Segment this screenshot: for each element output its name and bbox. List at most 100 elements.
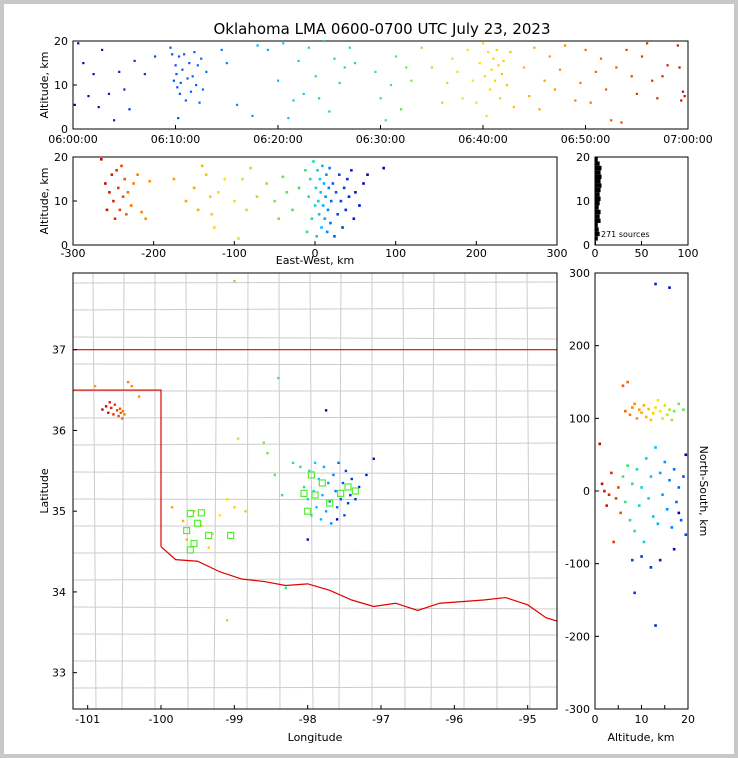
altitude-ns-point bbox=[677, 511, 681, 515]
county-line bbox=[213, 273, 218, 709]
time-altitude-point bbox=[343, 66, 346, 69]
ew-altitude-point bbox=[100, 158, 103, 161]
ew-altitude-point bbox=[277, 217, 281, 220]
time-altitude-point bbox=[307, 46, 310, 49]
hist-bar bbox=[595, 192, 600, 197]
hist-bar bbox=[595, 161, 600, 166]
hist-tick-label: 50 bbox=[635, 247, 649, 260]
time-altitude-point bbox=[446, 81, 449, 84]
county-line bbox=[73, 363, 557, 366]
plan-view-point bbox=[330, 522, 333, 525]
ew-altitude-point bbox=[200, 164, 204, 168]
altitude-ns-point bbox=[654, 446, 657, 449]
time-altitude-point bbox=[584, 48, 587, 51]
altitude-ns-point bbox=[644, 415, 648, 419]
ew-altitude-point bbox=[123, 177, 127, 181]
time-altitude-point bbox=[205, 70, 208, 73]
time-altitude-point bbox=[625, 48, 628, 51]
time-altitude-point bbox=[490, 68, 493, 71]
time-altitude-point bbox=[394, 55, 398, 58]
altitude-ns-point bbox=[626, 464, 629, 467]
time-altitude-point bbox=[384, 119, 387, 122]
plan-view-point bbox=[324, 409, 328, 412]
hist-bar bbox=[595, 236, 598, 241]
latitude-tick-label: 36 bbox=[52, 424, 66, 437]
plan-view-point bbox=[113, 403, 117, 406]
time-altitude-point bbox=[179, 81, 182, 84]
plan-view-point bbox=[322, 465, 326, 469]
plan-view-point bbox=[200, 524, 203, 528]
time-altitude-point bbox=[523, 66, 526, 69]
time-altitude-point bbox=[287, 117, 290, 120]
ew-altitude-point bbox=[336, 213, 339, 216]
time-altitude-point bbox=[374, 70, 377, 73]
time-altitude-point bbox=[87, 95, 90, 98]
time-altitude-point bbox=[195, 84, 198, 87]
ew-altitude-point bbox=[321, 164, 324, 168]
ew-altitude-point bbox=[210, 213, 214, 216]
altitude-ns-point bbox=[647, 407, 650, 411]
time-tick-label: 06:10:00 bbox=[151, 133, 200, 146]
ew-altitude-point bbox=[291, 208, 294, 212]
plan-view-point bbox=[262, 441, 265, 444]
plan-view-point bbox=[341, 481, 345, 485]
altitude-ns-point bbox=[672, 547, 676, 551]
lma-station-marker bbox=[194, 519, 202, 527]
county-grid bbox=[73, 273, 557, 709]
ew-altitude-point bbox=[362, 182, 365, 185]
time-tick-label: 06:20:00 bbox=[253, 133, 302, 146]
ew-altitude-point bbox=[108, 191, 111, 194]
altitude-ns-xlabel: Altitude, km bbox=[607, 731, 674, 744]
time-altitude-point bbox=[487, 51, 490, 54]
altitude-ns-point bbox=[628, 413, 632, 417]
time-altitude-point bbox=[564, 44, 567, 47]
time-altitude-point bbox=[482, 42, 485, 45]
time-altitude-point bbox=[478, 62, 481, 65]
longitude-tick-label: -101 bbox=[75, 713, 100, 726]
plan-view-point bbox=[324, 510, 328, 513]
time-altitude-point bbox=[499, 97, 502, 100]
time-altitude-point bbox=[256, 44, 259, 47]
hist-bar bbox=[595, 179, 601, 184]
time-altitude-point bbox=[154, 55, 157, 58]
plan-view-point bbox=[104, 405, 108, 408]
plan-view-point bbox=[110, 406, 113, 410]
ew-altitude-point bbox=[334, 191, 338, 194]
ew-altitude-ylabel: Altitude, km bbox=[38, 167, 51, 234]
altitude-ns-point bbox=[684, 533, 688, 536]
time-altitude-point bbox=[236, 103, 239, 106]
latitude-tick-label: 34 bbox=[52, 586, 66, 599]
ew-altitude-point bbox=[352, 217, 356, 220]
lma-station-marker bbox=[311, 491, 319, 499]
time-altitude-point bbox=[184, 99, 187, 102]
ew-altitude-point bbox=[112, 199, 115, 203]
plan-view-point bbox=[328, 500, 331, 503]
ew-altitude-point bbox=[321, 204, 325, 207]
hist-bar bbox=[595, 227, 599, 232]
time-altitude-point bbox=[483, 75, 486, 78]
ew-altitude-point bbox=[140, 210, 143, 214]
longitude-tick-label: -99 bbox=[225, 713, 243, 726]
time-altitude-point bbox=[198, 101, 201, 104]
time-altitude-point bbox=[505, 84, 509, 87]
plan-view-point bbox=[306, 497, 309, 501]
hist-bar bbox=[595, 187, 601, 193]
plan-view-point bbox=[112, 413, 115, 416]
county-line bbox=[121, 273, 125, 709]
time-altitude-point bbox=[610, 119, 613, 122]
hist-bar bbox=[595, 201, 600, 206]
time-altitude-point bbox=[181, 68, 184, 71]
time-altitude-point bbox=[282, 42, 285, 45]
ew-tick-label: 200 bbox=[466, 247, 487, 260]
altitude-ns-point bbox=[607, 493, 611, 497]
altitude-ns-point bbox=[672, 468, 676, 471]
plan-view-point bbox=[101, 408, 104, 411]
ew-altitude-point bbox=[328, 166, 331, 170]
altitude-ns-point bbox=[672, 409, 676, 413]
histogram-panel: 271 sources 0 50 100 0 10 20 bbox=[576, 151, 699, 260]
ew-altitude-point bbox=[308, 177, 312, 181]
time-altitude-point bbox=[107, 92, 111, 95]
altitude-ns-point bbox=[628, 518, 632, 522]
altitude-ns-point bbox=[654, 624, 657, 627]
